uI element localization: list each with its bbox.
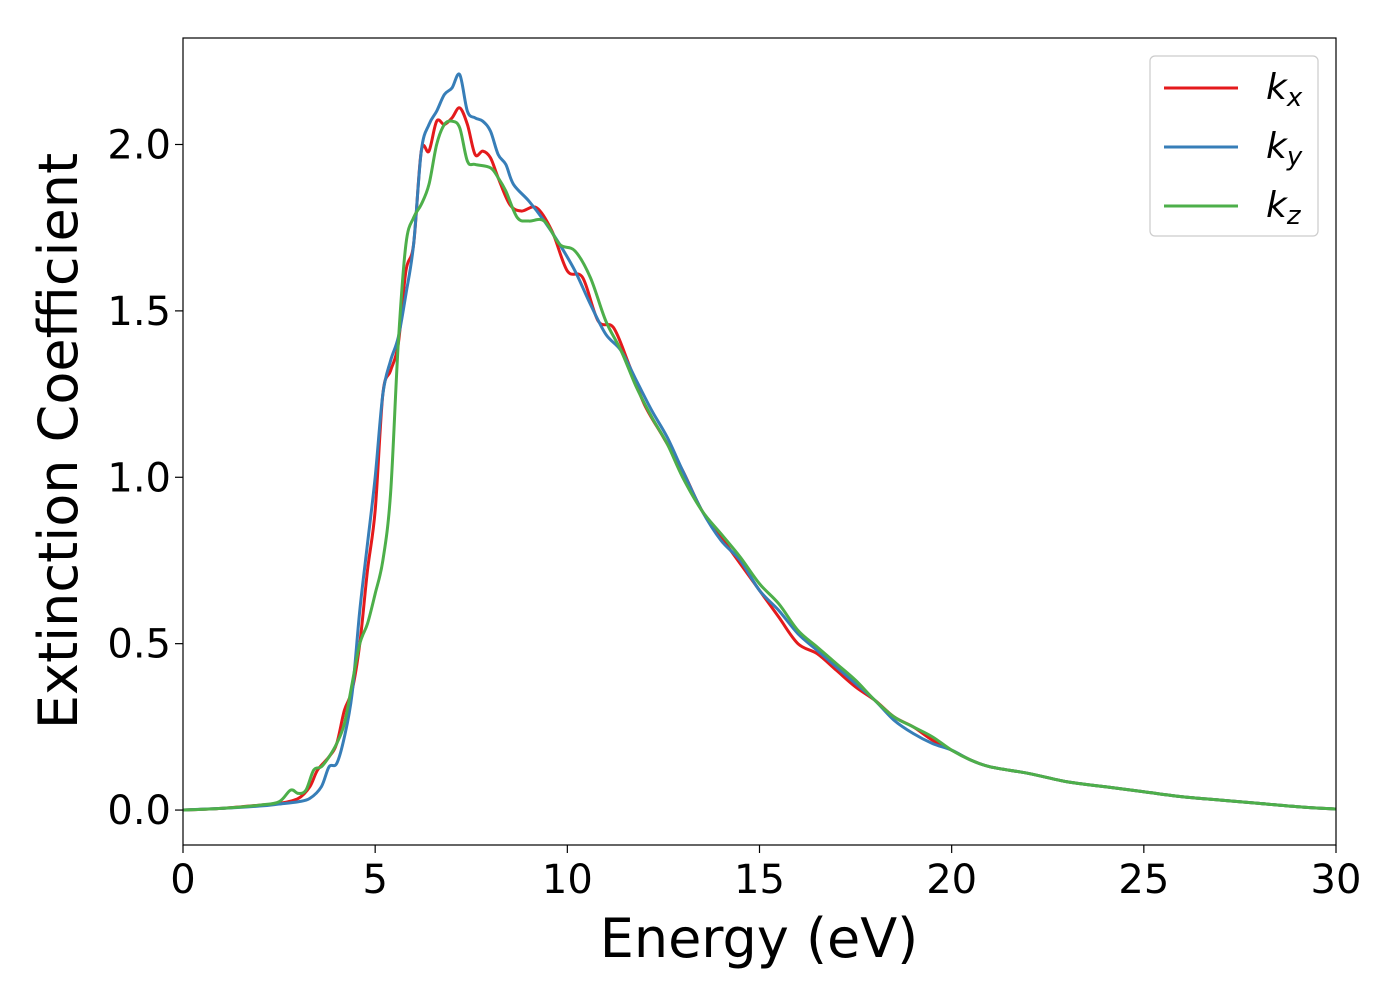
y-tick-label: 2.0 — [107, 122, 171, 168]
x-tick-label: 10 — [542, 857, 593, 903]
x-tick-label: 20 — [926, 857, 977, 903]
legend-label: ky — [1266, 126, 1303, 172]
x-tick-label: 15 — [734, 857, 785, 903]
x-axis: 0 5 10 15 20 25 30 — [170, 845, 1361, 903]
x-tick-label: 30 — [1311, 857, 1362, 903]
y-tick-label: 1.5 — [107, 289, 171, 335]
series-line-kz — [182, 119, 1337, 812]
x-axis-label: Energy (eV) — [600, 907, 919, 970]
y-tick-label: 0.0 — [107, 788, 171, 834]
x-tick-label: 25 — [1118, 857, 1169, 903]
x-tick-label: 5 — [362, 857, 387, 903]
y-axis: 0.0 0.5 1.0 1.5 2.0 — [107, 122, 183, 834]
y-tick-label: 0.5 — [107, 622, 171, 668]
series-lines — [182, 72, 1337, 812]
legend-label: kz — [1266, 185, 1302, 231]
y-tick-label: 1.0 — [107, 455, 171, 501]
legend: kx ky kz — [1149, 55, 1319, 237]
y-axis-label: Extinction Coefficient — [27, 153, 90, 729]
x-tick-label: 0 — [170, 857, 195, 903]
legend-label: kx — [1266, 67, 1303, 113]
